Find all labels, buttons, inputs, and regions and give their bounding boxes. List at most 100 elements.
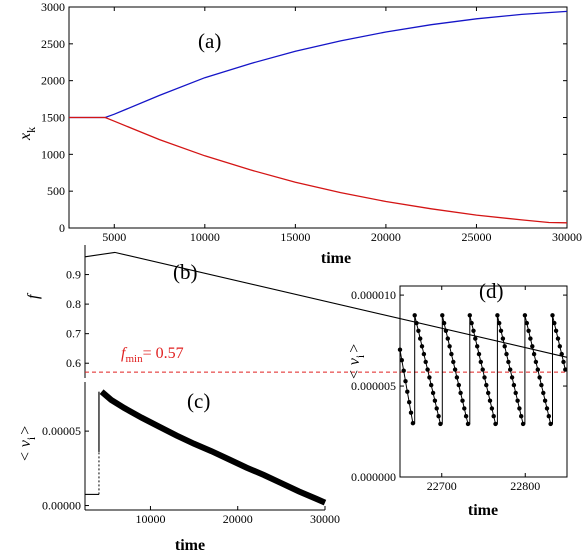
data-point [460, 398, 465, 403]
y-tick-label: 500 [47, 184, 65, 198]
data-point [427, 375, 432, 380]
data-point [509, 375, 515, 380]
data-point [500, 336, 506, 341]
data-point [412, 313, 417, 318]
y-axis-label: < vi> [17, 426, 38, 462]
y-tick-label: 1500 [41, 111, 65, 125]
data-point [438, 421, 443, 427]
y-axis-label: < vi> [346, 344, 367, 380]
x-tick-label: 20000 [371, 230, 401, 244]
data-point [471, 328, 476, 333]
y-tick-label: 0.000005 [351, 379, 396, 393]
data-point [441, 320, 447, 326]
data-point [403, 379, 408, 384]
data-point [456, 382, 461, 388]
x-tick-label: 10000 [190, 230, 220, 244]
panel-label: (a) [198, 29, 221, 53]
data-point [451, 359, 456, 365]
data-point [522, 313, 528, 318]
y-axis-label-sub: i [353, 354, 367, 358]
data-point [520, 421, 526, 427]
data-point [414, 320, 419, 326]
y-axis-label: xk [17, 127, 38, 141]
series-line-red [69, 116, 568, 224]
data-point [498, 328, 504, 333]
data-point [476, 351, 482, 357]
y-tick-label: 3000 [41, 0, 65, 14]
y-axis-label-main: x [17, 133, 34, 141]
data-point [408, 410, 414, 415]
data-point [563, 367, 568, 372]
panel-c: 10000 20000 30000 0.00000 0.00005 (c) time < vi… [17, 382, 340, 554]
data-point [489, 406, 495, 411]
y-axis-label-main: < v [17, 439, 34, 462]
data-point [561, 359, 566, 365]
fmin-label: fmin= 0.57 [121, 345, 184, 365]
y-tick-label: 0.9 [66, 268, 81, 282]
series-line-blue [69, 10, 568, 119]
data-point [541, 390, 546, 396]
data-point [539, 382, 544, 388]
y-tick-label: 2500 [41, 37, 65, 51]
data-point [495, 313, 500, 318]
data-point [399, 358, 404, 363]
data-point [407, 400, 412, 405]
x-axis-label: time [468, 502, 498, 519]
data-point [517, 406, 522, 411]
data-point [487, 398, 493, 403]
data-point [544, 406, 550, 411]
data-point [467, 313, 472, 318]
data-point [557, 344, 562, 349]
y-axis-label: f [25, 292, 42, 299]
data-point [449, 351, 454, 357]
data-point [452, 367, 458, 372]
x-axis-label: time [175, 537, 205, 554]
data-point [519, 414, 524, 419]
data-point [537, 375, 542, 380]
data-point [555, 336, 561, 341]
data-point [432, 398, 438, 403]
data-point [515, 398, 520, 403]
x-tick-label: 10000 [135, 512, 165, 526]
data-point [511, 382, 517, 388]
y-tick-label: 0.00005 [42, 424, 81, 438]
data-point [493, 421, 498, 427]
data-point [531, 351, 537, 357]
y-axis-label-end: > [346, 344, 363, 353]
data-point [434, 406, 439, 411]
data-point [559, 351, 564, 357]
data-point [530, 344, 535, 349]
x-tick-label: 30000 [552, 230, 582, 244]
data-point [443, 328, 449, 333]
data-point [440, 313, 445, 318]
data-point [504, 351, 509, 357]
data-point [425, 367, 430, 372]
data-point [480, 367, 485, 372]
data-point [454, 375, 460, 380]
data-point [484, 382, 489, 388]
data-point [548, 421, 553, 427]
data-point [401, 368, 406, 373]
decay-band [99, 389, 327, 506]
data-point [526, 328, 531, 333]
fmin-sub: min [125, 353, 143, 365]
y-tick-label: 0.00000 [42, 499, 81, 513]
data-point [430, 390, 436, 396]
plot-frame [68, 6, 568, 229]
data-point [421, 351, 427, 357]
data-point [546, 414, 551, 419]
data-point [475, 344, 480, 349]
data-point [462, 406, 467, 411]
plot-frame [399, 285, 568, 478]
data-point [397, 347, 403, 352]
data-point [416, 328, 421, 333]
y-tick-label: 0.000010 [351, 288, 396, 302]
panel-d: 22700 22800 0.000000 0.000005 0.000010 (d) tim… [346, 279, 568, 519]
y-axis-label-main: < v [346, 357, 363, 380]
data-point [469, 320, 474, 326]
x-tick-label: 15000 [280, 230, 310, 244]
data-point [524, 320, 529, 326]
data-point [405, 389, 410, 394]
